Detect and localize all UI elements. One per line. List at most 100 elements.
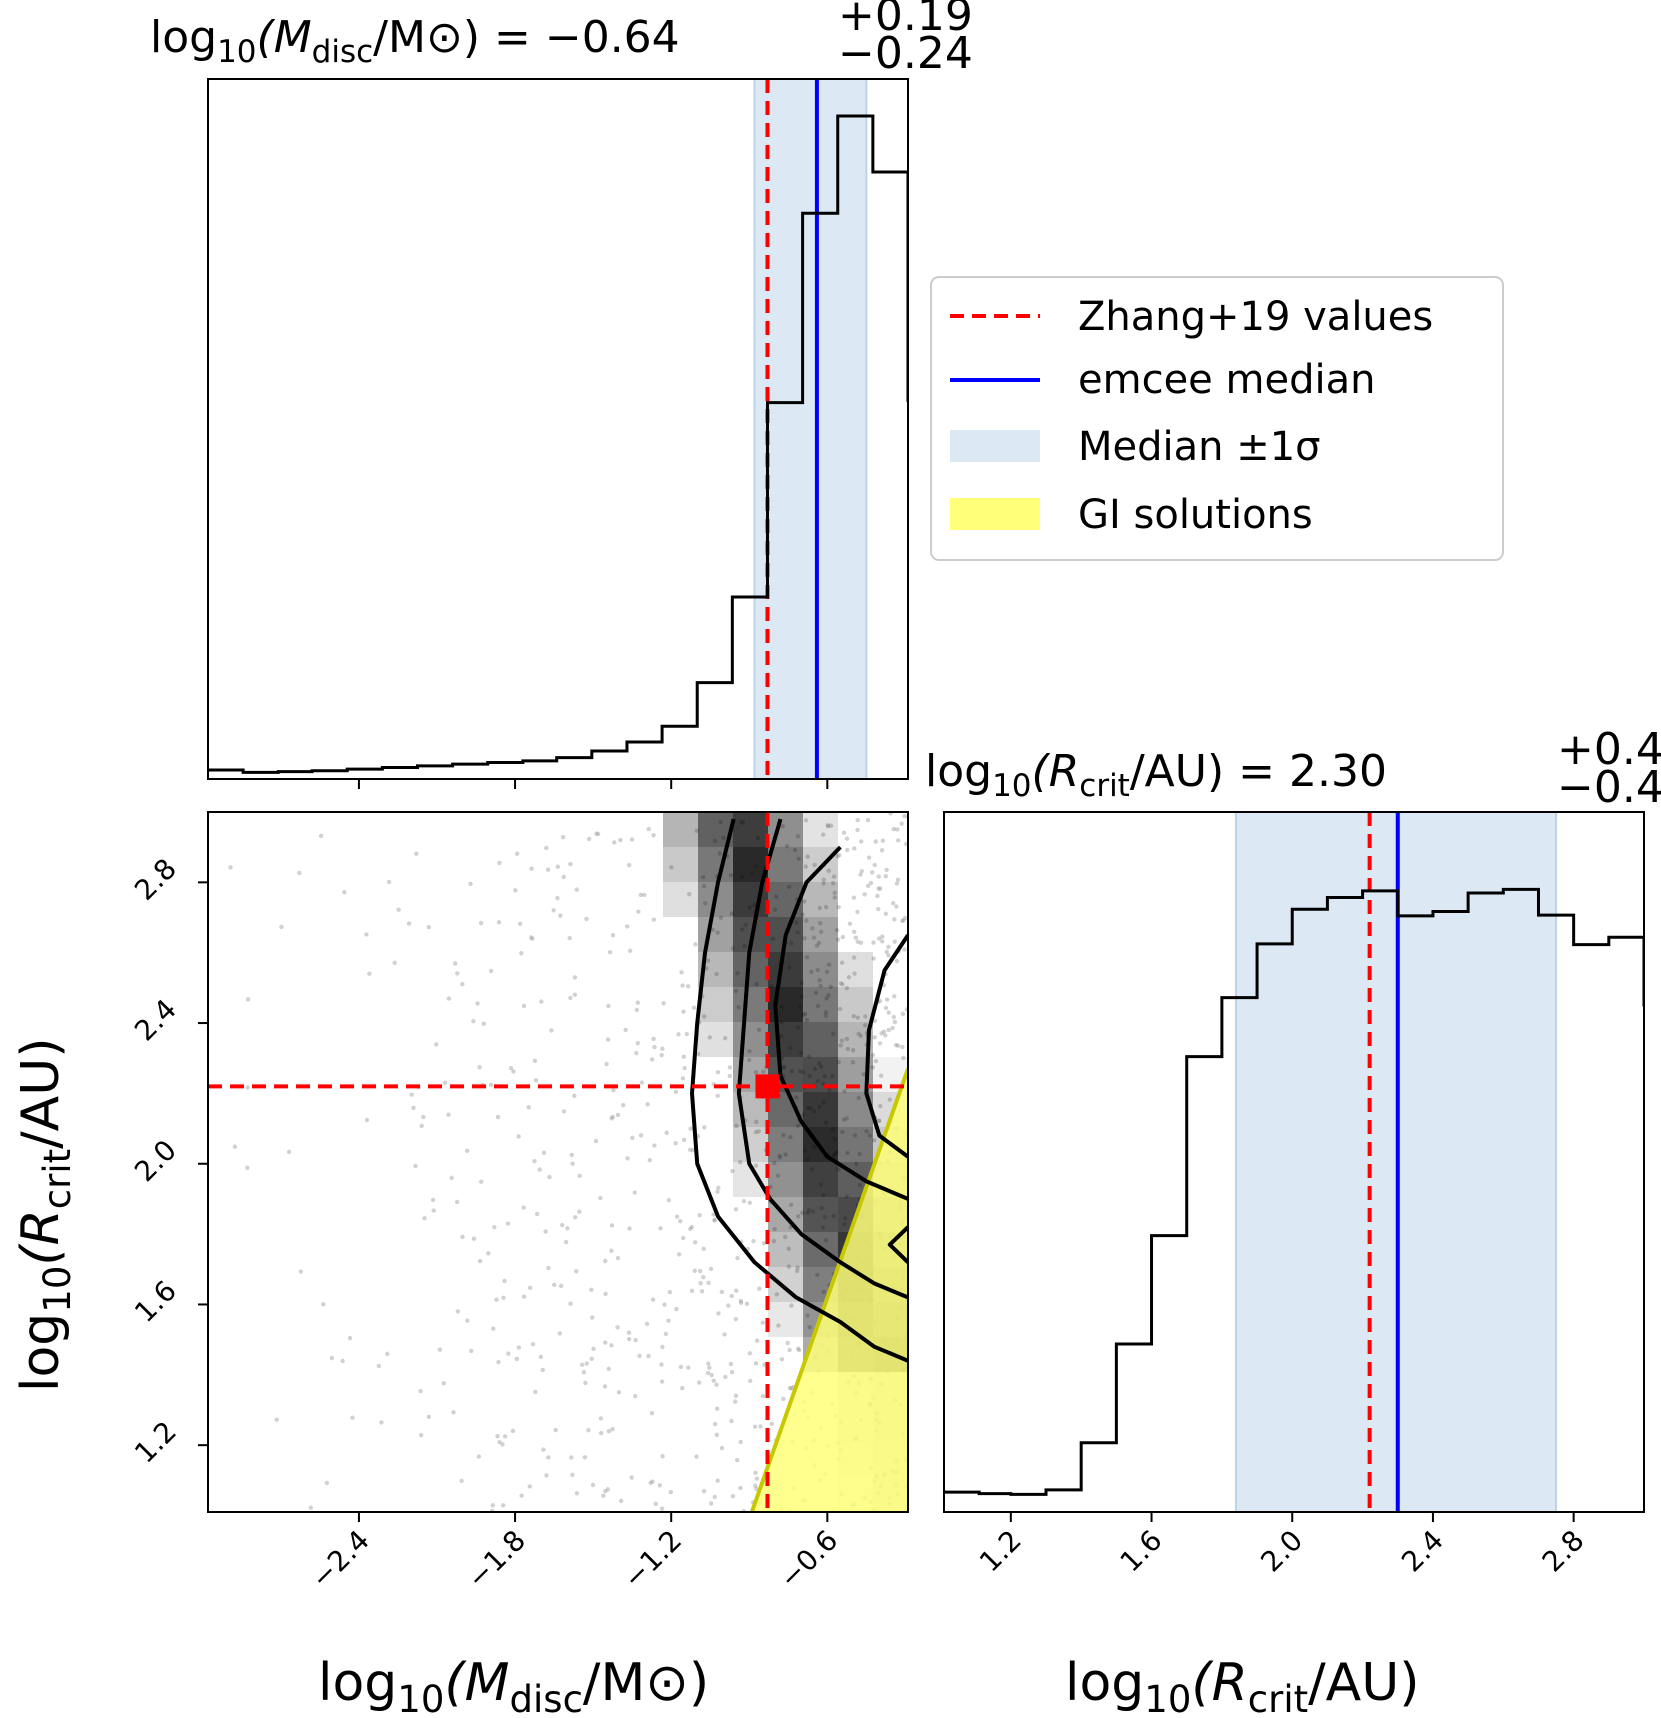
sample-point [789,1386,794,1391]
sample-point [516,1134,521,1139]
sample-point [419,1123,424,1129]
sample-point [900,1044,905,1050]
sample-point [884,867,889,873]
sample-point [844,1036,850,1042]
sample-point [818,920,823,926]
sample-point [452,961,458,966]
sample-point [591,1346,596,1351]
sample-point [810,926,815,931]
joint-xticks: −2.4 −1.8 −1.2 −0.6 [304,1512,844,1595]
sample-point [538,1354,544,1360]
sample-point [572,992,578,997]
x-tick-label: 1.6 [1114,1524,1169,1579]
sample-point [824,969,830,975]
legend-label: Median ±1σ [1078,424,1321,470]
sample-point [817,978,822,983]
sample-point [697,1268,703,1274]
sample-point [846,975,852,980]
sample-point [589,1356,594,1362]
sample-point [392,960,397,966]
sample-point [715,1093,720,1099]
sample-point [892,917,897,922]
sample-point [386,879,392,885]
y-tick-label: 2.8 [128,852,183,907]
sample-point [477,1065,482,1070]
sample-point [821,877,826,882]
sample-point [635,1040,640,1046]
sample-point [496,1359,501,1365]
sample-point [568,1301,573,1306]
sample-point [825,823,831,829]
sample-point [610,933,616,938]
sample-point [638,1133,644,1138]
sample-point [716,1311,721,1316]
sample-point [878,886,883,891]
sample-point [688,1226,693,1232]
sample-point [840,982,845,987]
sample-point [598,1431,604,1436]
sample-point [639,1080,645,1085]
sample-point [603,1291,608,1296]
sample-point [630,1135,635,1140]
sample-point [758,1424,763,1429]
density-cell [663,847,698,882]
sample-point [342,889,347,895]
contour-line [864,934,908,1159]
sample-point [826,868,831,874]
density-cell [698,987,733,1022]
sample-point [705,1370,711,1376]
sample-point [673,1089,679,1095]
sample-point [895,877,901,882]
sample-point [545,867,551,872]
sample-point [795,1346,801,1351]
sample-point [340,1358,345,1364]
sample-point [886,1010,891,1015]
sample-point [658,1226,663,1231]
mdisc-title: log10(Mdisc/M⊙) = −0.64 [150,12,680,70]
sample-point [465,1318,470,1323]
sample-point [747,1351,752,1356]
sample-point [733,1207,739,1212]
sample-point [513,888,518,893]
sample-point [572,1093,577,1099]
density-cell [733,812,768,847]
sample-point [839,960,845,965]
sample-point [544,1473,549,1478]
sample-point [560,1222,565,1228]
sample-point [647,1157,652,1163]
sample-point [451,1410,456,1415]
sample-point [734,1288,739,1293]
sample-point [886,944,891,950]
sample-point [728,1361,734,1367]
sample-point [607,949,613,955]
sample-point [650,1297,656,1302]
sample-point [795,1265,800,1270]
sample-point [851,929,857,935]
sample-point [367,971,372,976]
sample-point [598,1416,604,1421]
sample-point [586,836,592,842]
sample-point [674,1306,679,1312]
sample-point [893,1042,899,1048]
sample-point [648,1480,653,1486]
sample-point [606,1366,611,1372]
sample-point [753,1361,759,1366]
sample-point [902,813,907,819]
sample-point [890,1025,895,1031]
sample-point [902,947,907,952]
sample-point [883,911,889,916]
sample-point [426,1414,432,1420]
sample-point [414,851,419,856]
sample-point [228,865,233,870]
sample-point [471,1236,477,1241]
sample-point [329,1355,335,1361]
sample-point [516,1345,522,1350]
sample-point [521,1205,526,1210]
sample-point [321,1302,326,1307]
sample-point [866,855,872,860]
density-cell [768,952,803,987]
density-cell [803,812,838,847]
sample-point [579,1362,585,1368]
sample-point [841,1117,847,1122]
sample-point [856,1095,861,1101]
